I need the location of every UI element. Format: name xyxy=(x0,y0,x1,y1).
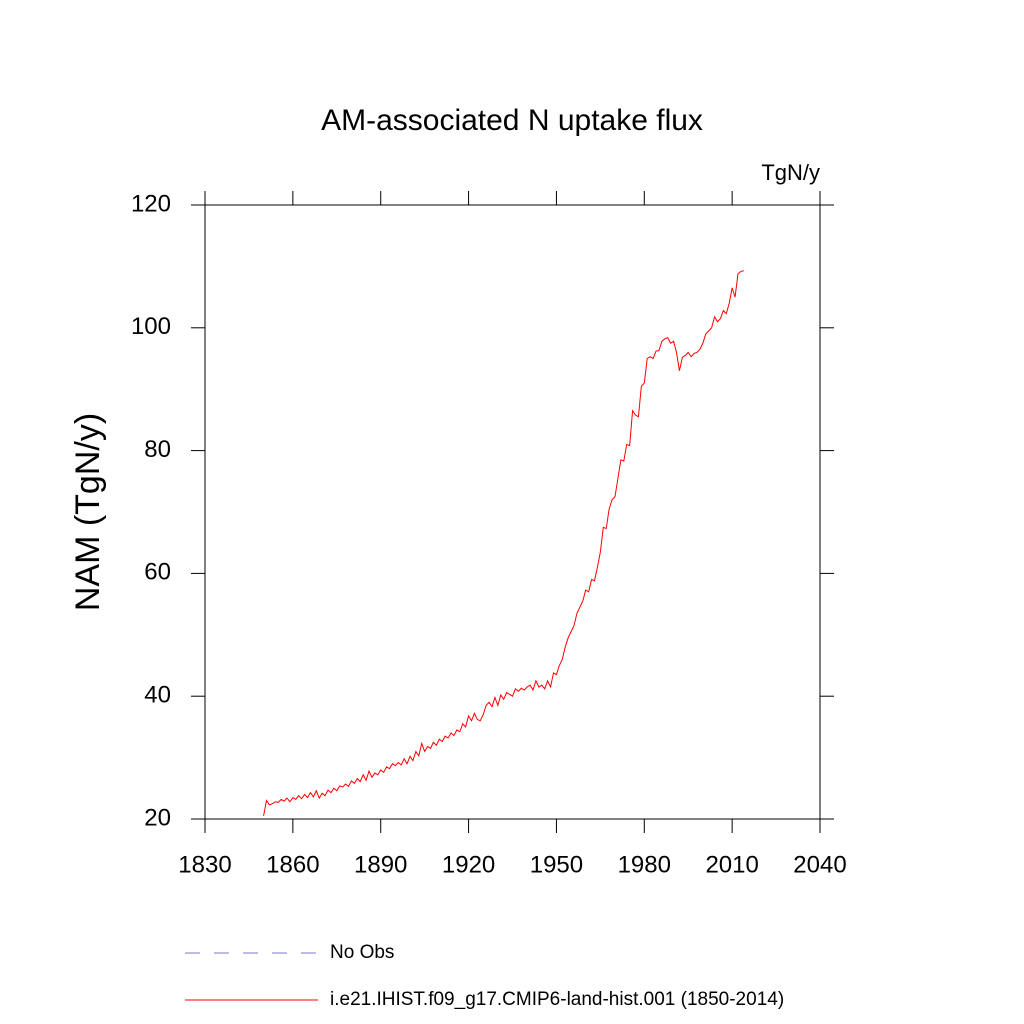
x-tick-label: 2010 xyxy=(705,851,758,878)
x-tick-label: 2040 xyxy=(793,851,846,878)
x-tick-label: 1860 xyxy=(266,851,319,878)
y-tick-label: 40 xyxy=(144,682,171,709)
legend-label: i.e21.IHIST.f09_g17.CMIP6-land-hist.001 … xyxy=(330,989,784,1010)
y-tick-label: 100 xyxy=(131,313,171,340)
data-line xyxy=(263,270,744,817)
y-axis-label: NAM (TgN/y) xyxy=(69,413,107,611)
y-tick-label: 60 xyxy=(144,559,171,586)
y-tick-label: 80 xyxy=(144,436,171,463)
y-tick-label: 20 xyxy=(144,804,171,831)
chart-title: AM-associated N uptake flux xyxy=(321,104,703,137)
x-tick-label: 1950 xyxy=(530,851,583,878)
x-tick-label: 1980 xyxy=(618,851,671,878)
x-tick-label: 1830 xyxy=(178,851,231,878)
plot-frame xyxy=(204,204,821,820)
units-label: TgN/y xyxy=(761,160,820,185)
y-tick-label: 120 xyxy=(131,190,171,217)
x-tick-label: 1920 xyxy=(442,851,495,878)
legend-label: No Obs xyxy=(330,942,394,963)
x-tick-label: 1890 xyxy=(354,851,407,878)
